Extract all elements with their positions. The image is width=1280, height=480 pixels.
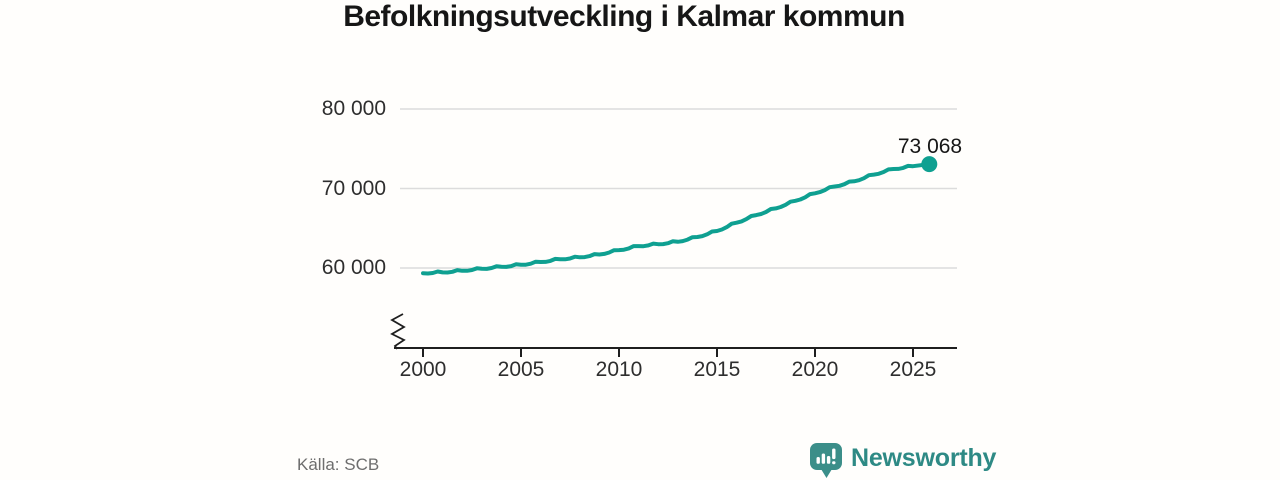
x-tick-label: 2025 <box>889 358 937 381</box>
source-label: Källa: SCB <box>297 455 380 474</box>
newsworthy-logo: Newsworthy <box>809 442 996 479</box>
y-tick-label: 60 000 <box>321 256 386 279</box>
newsworthy-logo-icon <box>810 443 842 478</box>
endpoint-value-label: 73 068 <box>897 135 963 158</box>
chart-title: Befolkningsutveckling i Kalmar kommun <box>343 0 905 33</box>
x-tick-label: 2000 <box>399 358 447 381</box>
x-tick-label: 2005 <box>497 358 545 381</box>
population-line <box>421 162 932 276</box>
y-tick-label: 70 000 <box>321 176 386 200</box>
axis-break-icon <box>390 313 406 350</box>
x-tick-label: 2020 <box>791 358 839 381</box>
endpoint-marker <box>921 156 938 173</box>
x-tick-label: 2010 <box>595 358 643 381</box>
newsworthy-logo-text: Newsworthy <box>851 444 997 472</box>
line-chart-canvas <box>390 108 957 357</box>
x-tick-label: 2015 <box>693 358 741 381</box>
y-tick-label: 80 000 <box>321 97 386 120</box>
